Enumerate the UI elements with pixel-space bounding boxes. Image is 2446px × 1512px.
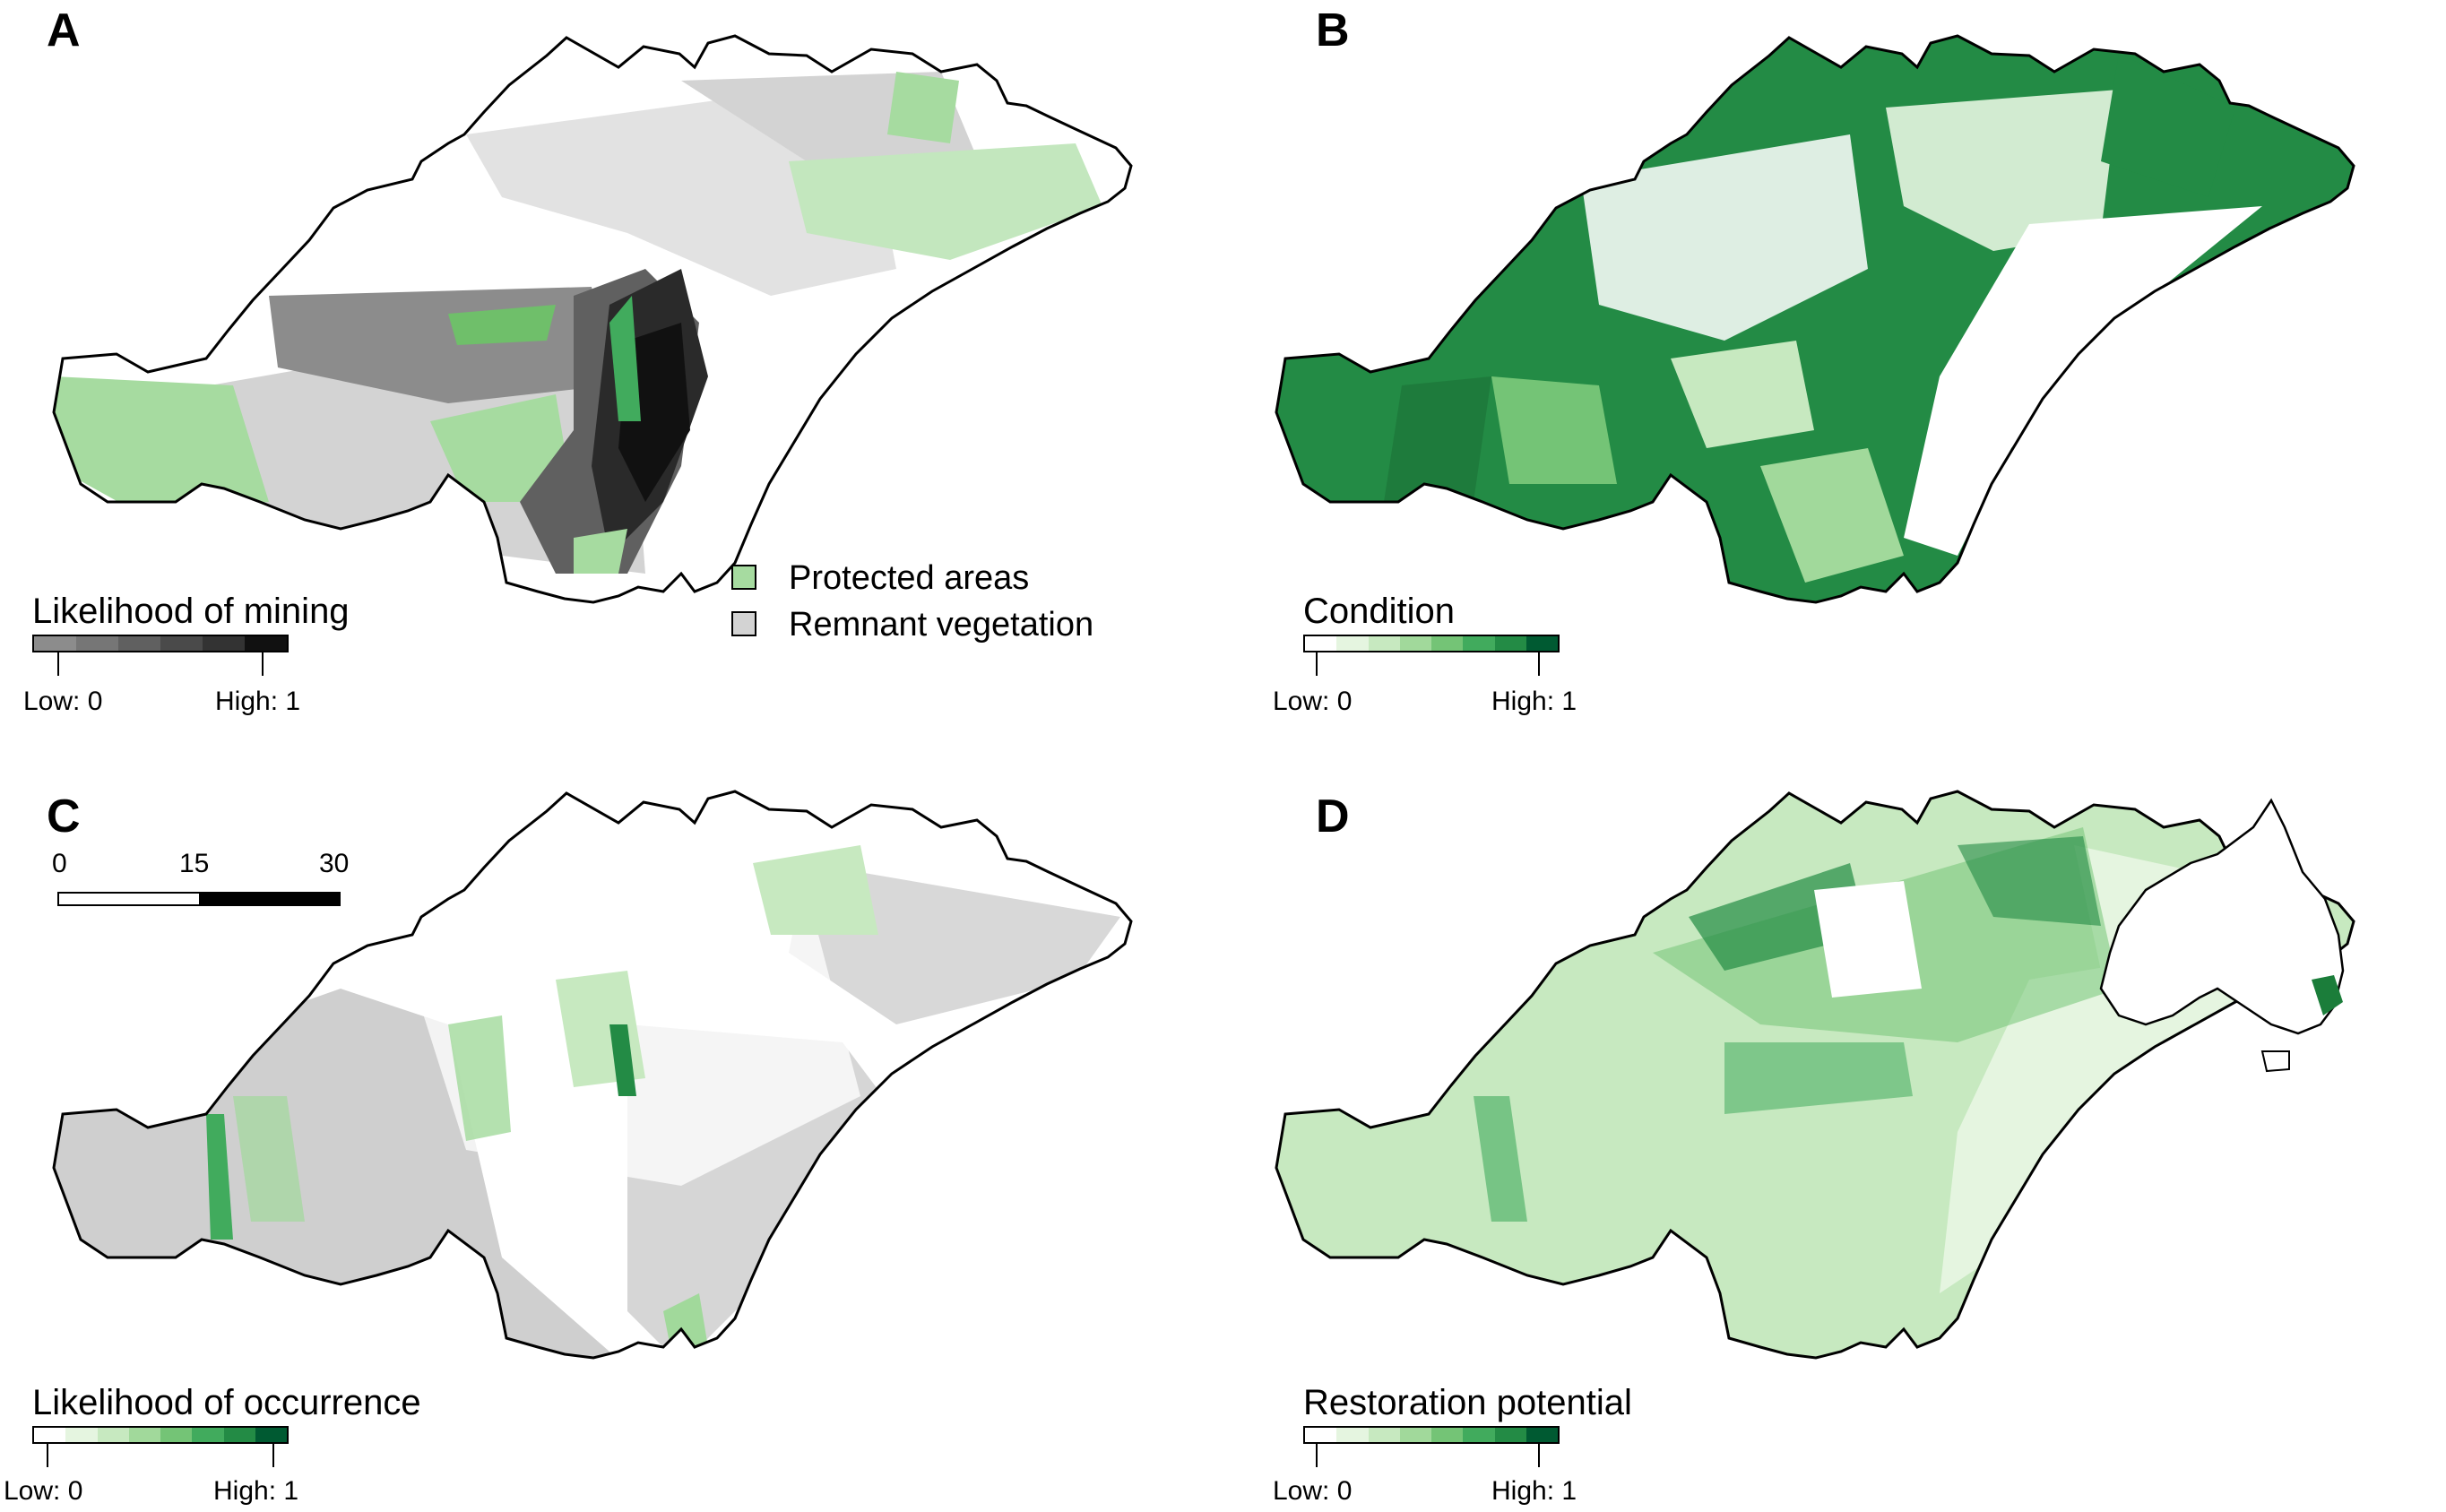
ramp-step bbox=[128, 1428, 160, 1442]
ramp-step bbox=[1463, 636, 1495, 651]
panel-label: D bbox=[1316, 791, 1350, 842]
panel-c: C 0 15 30 Likelihood of occurrence bbox=[0, 756, 1223, 1511]
panel-d: D Restoration potential bbox=[1223, 756, 2445, 1511]
scale-tick-0: 0 bbox=[52, 849, 67, 878]
color-ramp bbox=[32, 1426, 289, 1444]
ramp-tick-high bbox=[1538, 1444, 1540, 1467]
ramp-step bbox=[255, 1428, 287, 1442]
ramp-step bbox=[1463, 1428, 1495, 1442]
ramp-step bbox=[1494, 636, 1526, 651]
ramp-low-label: Low: 0 bbox=[4, 1476, 83, 1506]
map-condition bbox=[1275, 34, 2355, 604]
ramp-step bbox=[160, 636, 203, 651]
ramp-low-label: Low: 0 bbox=[1273, 687, 1353, 716]
ramp-step bbox=[76, 636, 118, 651]
panel-b: B Condition Low: 0 High: 1 bbox=[1223, 0, 2445, 756]
ramp-high-label: High: 1 bbox=[215, 687, 301, 716]
ramp-tick-high bbox=[272, 1444, 274, 1467]
ramp-step bbox=[203, 636, 245, 651]
ramp-tick-high bbox=[262, 652, 264, 676]
ramp-step bbox=[1494, 1428, 1526, 1442]
ramp-step bbox=[1305, 636, 1337, 651]
ramp-step bbox=[1336, 636, 1369, 651]
ramp-step bbox=[1526, 636, 1558, 651]
remnant-vegetation-label: Remnant vegetation bbox=[789, 606, 1094, 644]
map-occurrence bbox=[52, 790, 1133, 1360]
ramp-step bbox=[223, 1428, 255, 1442]
ramp-step bbox=[118, 636, 160, 651]
ramp-step bbox=[97, 1428, 129, 1442]
australia-locator-map bbox=[2099, 798, 2345, 1073]
ramp-step bbox=[1336, 1428, 1369, 1442]
protected-areas-swatch bbox=[731, 565, 756, 590]
protected-areas-label: Protected areas bbox=[789, 559, 1030, 597]
scale-bar-black bbox=[199, 894, 339, 904]
panel-a: A Likelihood of mining Low: bbox=[0, 0, 1223, 756]
ramp-step bbox=[1305, 1428, 1337, 1442]
panel-label: B bbox=[1316, 4, 1350, 56]
color-ramp bbox=[32, 635, 289, 652]
map-restoration bbox=[1275, 790, 2355, 1360]
legend-title: Restoration potential bbox=[1303, 1383, 1632, 1422]
ramp-high-label: High: 1 bbox=[213, 1476, 299, 1506]
ramp-step bbox=[65, 1428, 98, 1442]
ramp-step bbox=[1368, 1428, 1400, 1442]
ramp-tick-high bbox=[1538, 652, 1540, 676]
ramp-step bbox=[245, 636, 287, 651]
panel-label: C bbox=[47, 791, 81, 842]
ramp-low-label: Low: 0 bbox=[23, 687, 103, 716]
ramp-step bbox=[34, 1428, 66, 1442]
legend-title: Likelihood of mining bbox=[32, 592, 350, 631]
ramp-step bbox=[1399, 1428, 1431, 1442]
ramp-step bbox=[34, 636, 76, 651]
ramp-step bbox=[1526, 1428, 1558, 1442]
ramp-tick-low bbox=[1316, 1444, 1318, 1467]
ramp-step bbox=[1431, 636, 1464, 651]
legend-title: Condition bbox=[1303, 592, 1456, 631]
color-ramp bbox=[1303, 635, 1560, 652]
scale-bar-white bbox=[59, 894, 199, 904]
ramp-tick-low bbox=[57, 652, 59, 676]
remnant-vegetation-swatch bbox=[731, 611, 756, 636]
ramp-step bbox=[1368, 636, 1400, 651]
ramp-high-label: High: 1 bbox=[1491, 687, 1577, 716]
ramp-high-label: High: 1 bbox=[1491, 1476, 1577, 1506]
scale-tick-30: 30 bbox=[319, 849, 350, 878]
color-ramp bbox=[1303, 1426, 1560, 1444]
ramp-step bbox=[160, 1428, 193, 1442]
ramp-step bbox=[1399, 636, 1431, 651]
ramp-tick-low bbox=[1316, 652, 1318, 676]
map-mining bbox=[52, 34, 1133, 604]
ramp-step bbox=[1431, 1428, 1464, 1442]
ramp-low-label: Low: 0 bbox=[1273, 1476, 1353, 1506]
legend-title: Likelihood of occurrence bbox=[32, 1383, 421, 1422]
panel-label: A bbox=[47, 4, 81, 56]
scale-bar bbox=[57, 892, 341, 906]
ramp-tick-low bbox=[47, 1444, 48, 1467]
ramp-step bbox=[192, 1428, 224, 1442]
scale-tick-15: 15 bbox=[179, 849, 210, 878]
